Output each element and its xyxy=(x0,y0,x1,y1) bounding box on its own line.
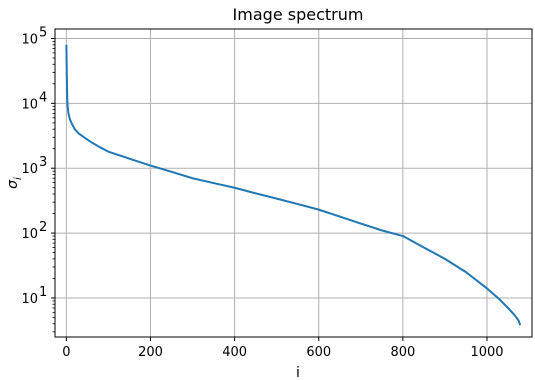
y-tick-label: 10 xyxy=(21,32,38,47)
y-axis-label-subscript: i xyxy=(13,177,24,180)
y-tick-label-exponent: 4 xyxy=(39,90,47,105)
axes xyxy=(52,28,533,338)
x-tick-label: 600 xyxy=(306,345,331,360)
plot-frame xyxy=(54,28,533,338)
x-tick-label: 200 xyxy=(138,345,163,360)
x-tick-label: 800 xyxy=(390,345,415,360)
y-tick-label: 10 xyxy=(21,97,38,112)
y-axis-label-sigma: σ xyxy=(5,179,21,189)
y-axis-label: σi xyxy=(5,177,24,189)
x-ticks: 0 200 400 600 800 1000 xyxy=(62,337,504,360)
y-tick-label: 10 xyxy=(21,292,38,307)
y-tick-label-exponent: 5 xyxy=(39,25,47,40)
y-tick-label-exponent: 2 xyxy=(39,220,47,235)
series-layer xyxy=(65,44,522,326)
x-tick-label: 0 xyxy=(62,345,70,360)
y-tick-label: 10 xyxy=(21,162,38,177)
chart-title: Image spectrum xyxy=(233,5,364,24)
x-tick-label: 400 xyxy=(222,345,247,360)
y-tick-label-exponent: 3 xyxy=(39,155,47,170)
grid xyxy=(55,29,532,337)
y-tick-label-exponent: 1 xyxy=(39,285,47,300)
x-axis-label: i xyxy=(296,365,300,380)
x-tick-label: 1000 xyxy=(470,345,503,360)
series-line xyxy=(65,44,522,326)
y-tick-label: 10 xyxy=(21,227,38,242)
